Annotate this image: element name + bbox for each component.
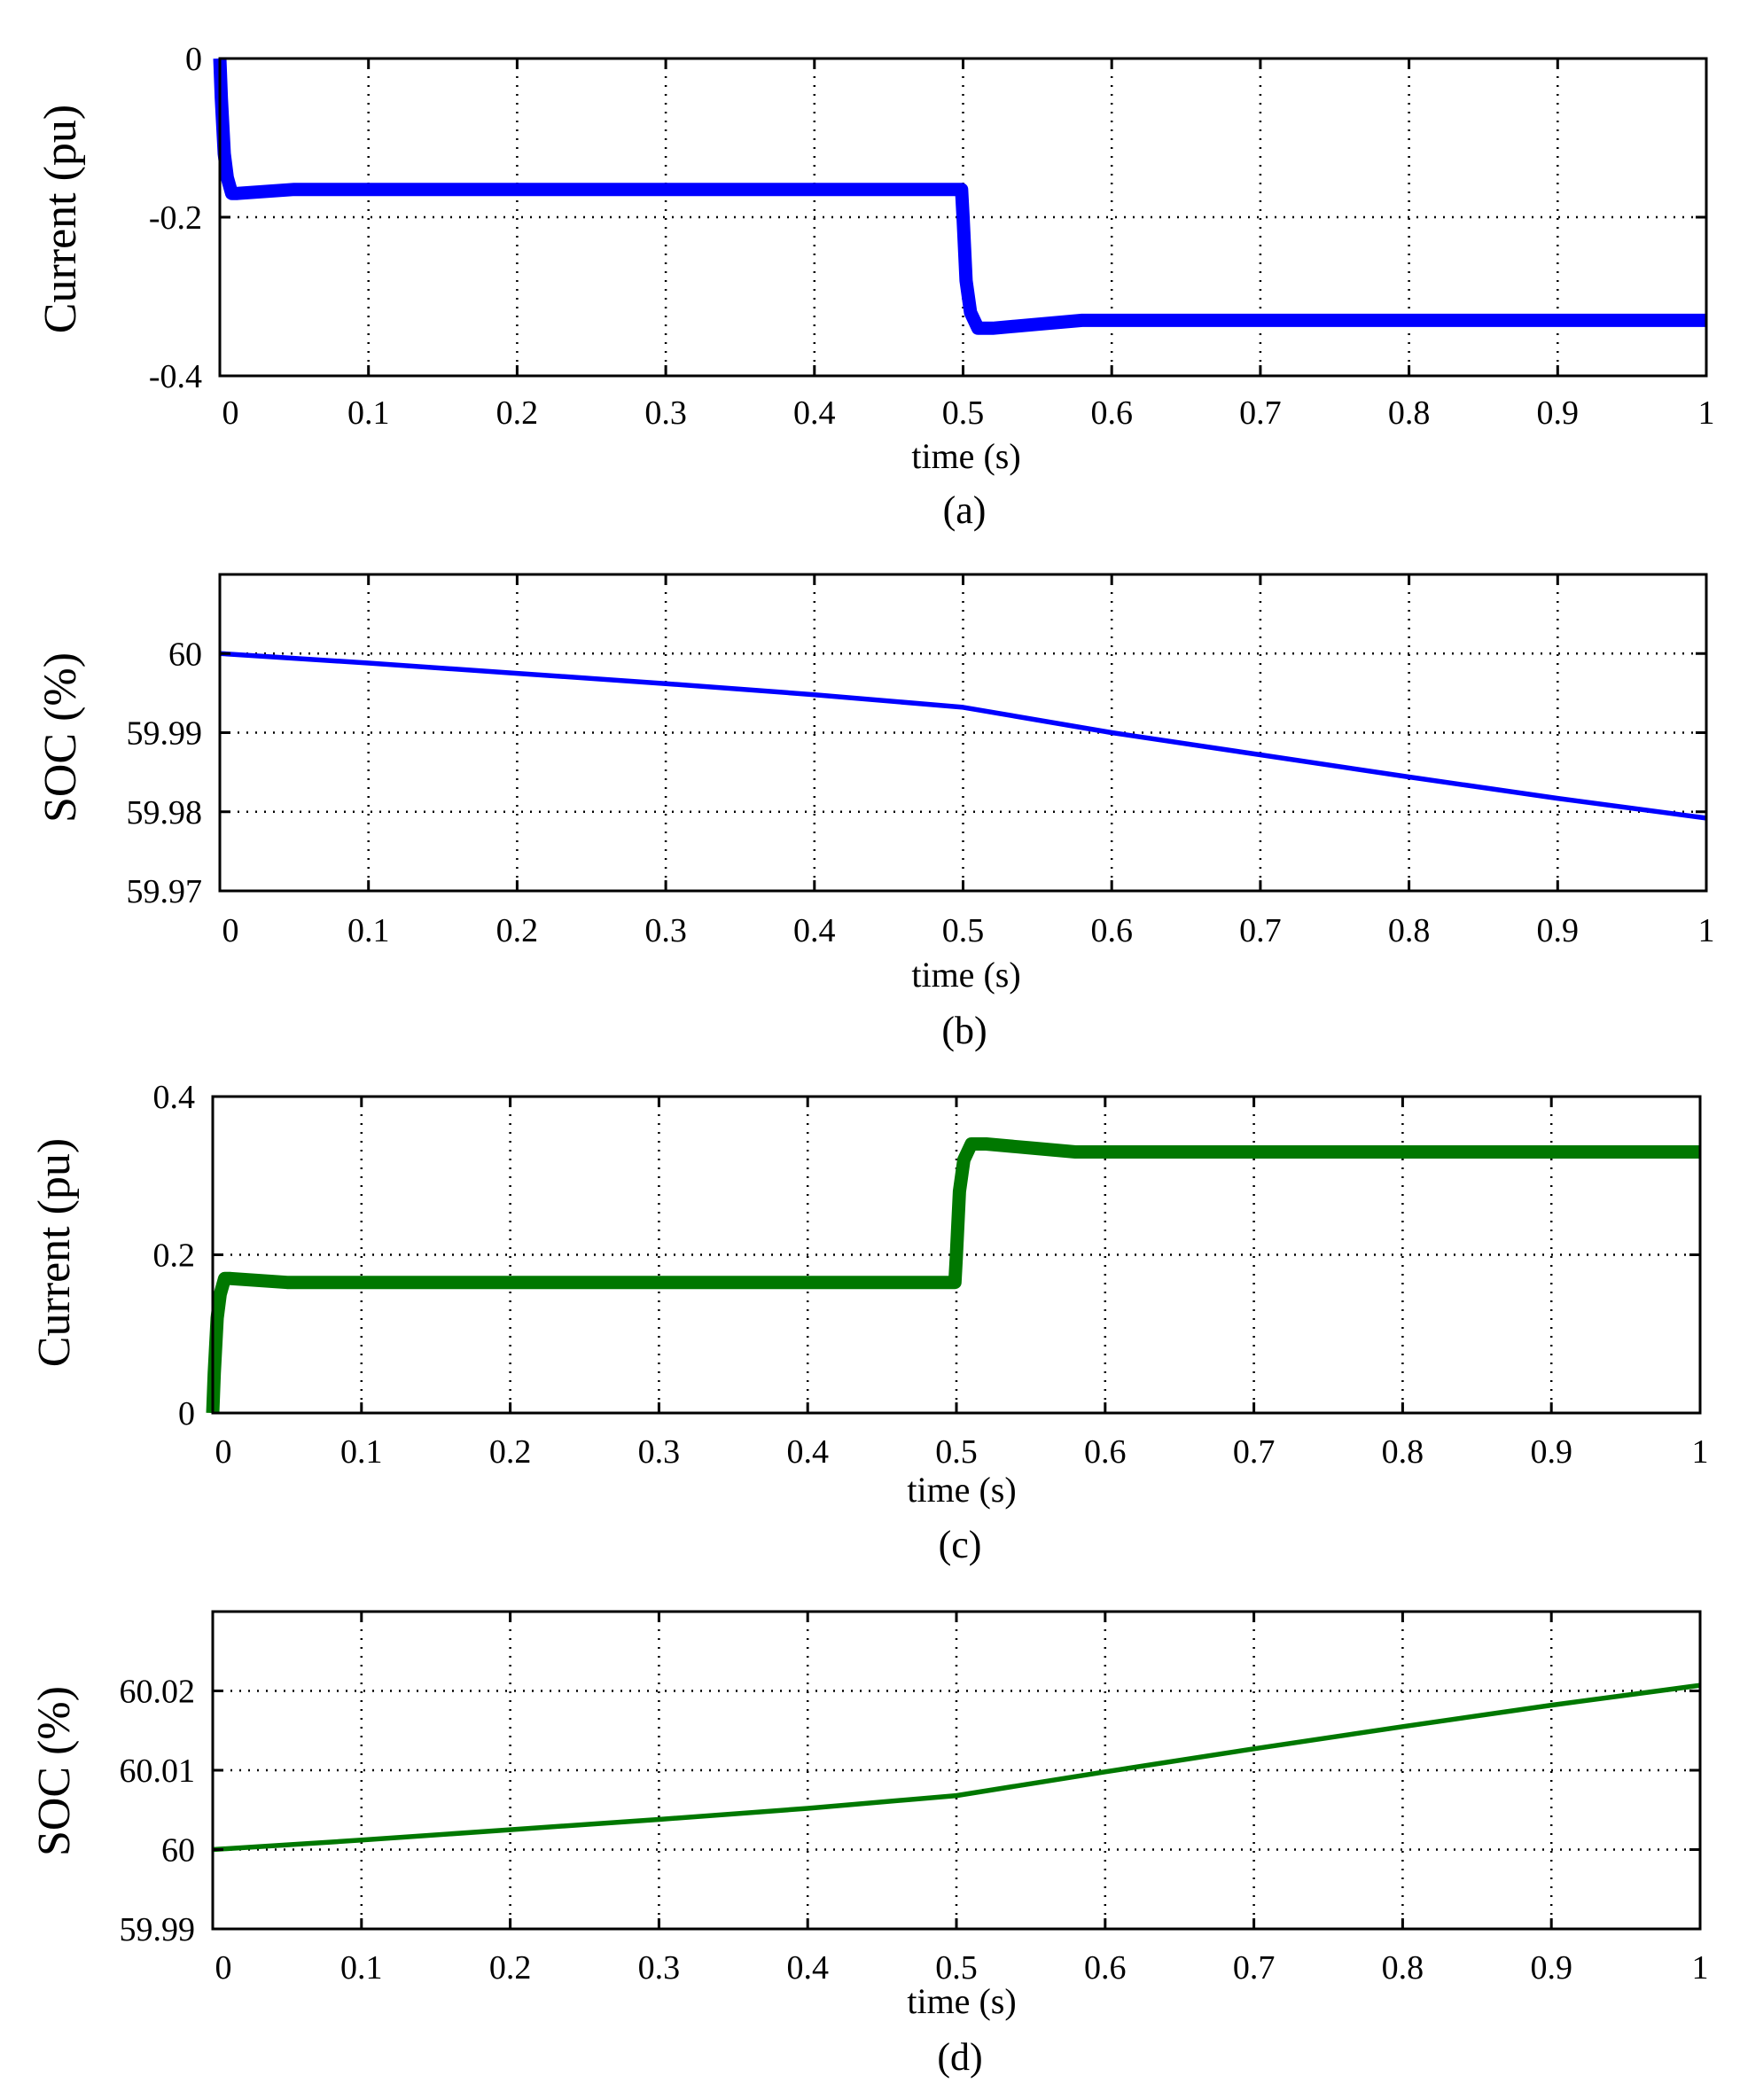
panel-a-xtick-label-6: 0.6 [1090, 394, 1133, 432]
panel-d-xtick-label-5: 0.5 [935, 1949, 978, 1987]
panel-c-caption: (c) [939, 1523, 982, 1566]
panel-d-xtick-label-4: 0.4 [786, 1949, 829, 1987]
panel-a-xlabel: time (s) [911, 436, 1020, 476]
panel-b-xtick-label-8: 0.8 [1388, 912, 1431, 949]
panel-c-xtick-label-5: 0.5 [935, 1433, 978, 1471]
panel-c-ylabel: Current (pu) [29, 1138, 80, 1367]
panel-c-xtick-label-10: 1 [1692, 1433, 1709, 1471]
panel-c: Current (pu) time (s) (c) 0 0.1 0.2 0.3 0.4 0… [29, 1079, 1709, 1566]
panel-b-xtick-label-2: 0.2 [496, 912, 539, 949]
panel-a-series-line-0 [213, 58, 1706, 335]
panel-d-ytick-label-0: 59.99 [120, 1911, 196, 1948]
panel-d-xtick-label-0: 0 [215, 1949, 232, 1987]
panel-d: SOC (%) time (s) (d) 0 0.1 0.2 0.3 0.4 0.5 0.6… [29, 1610, 1709, 2079]
panel-b-caption: (b) [941, 1009, 987, 1052]
panel-c-xtick-label-9: 0.9 [1530, 1433, 1572, 1471]
panel-d-xtick-label-10: 1 [1692, 1949, 1709, 1987]
panel-a-xtick-label-5: 0.5 [942, 394, 985, 432]
panel-a-xtick-label-3: 0.3 [644, 394, 687, 432]
panel-a-xtick-label-1: 0.1 [347, 394, 390, 432]
panel-d-xlabel: time (s) [907, 1981, 1016, 2021]
panel-c-series-line-0 [206, 1137, 1700, 1414]
panel-b-series-line-0 [219, 651, 1707, 821]
panel-c-xtick-label-2: 0.2 [489, 1433, 532, 1471]
panel-d-ytick-label-1: 60 [161, 1832, 195, 1870]
panel-b: SOC (%) time (s) (b) 0 0.1 0.2 0.3 0.4 0.5 0.6… [35, 573, 1715, 1052]
panel-d-ytick-label-2: 60.01 [120, 1753, 196, 1790]
panel-c-xtick-label-3: 0.3 [638, 1433, 681, 1471]
panel-d-ytick-label-3: 60.02 [120, 1674, 196, 1711]
panel-a-xtick-label-2: 0.2 [496, 394, 539, 432]
panel-b-xtick-label-0: 0 [222, 912, 239, 949]
panel-a-caption: (a) [943, 488, 987, 532]
panel-c-xtick-label-4: 0.4 [786, 1433, 829, 1471]
panel-b-ytick-label-1: 59.98 [127, 794, 203, 831]
panel-b-xlabel: time (s) [911, 955, 1020, 995]
panel-b-xtick-label-10: 1 [1698, 912, 1715, 949]
panel-d-caption: (d) [937, 2035, 982, 2079]
panel-d-xtick-label-9: 0.9 [1530, 1949, 1572, 1987]
panel-d-xtick-label-6: 0.6 [1084, 1949, 1127, 1987]
panel-c-xlabel: time (s) [907, 1470, 1016, 1510]
panel-a-xtick-label-0: 0 [222, 394, 239, 432]
panel-a-ylabel: Current (pu) [35, 105, 86, 333]
panel-a-xtick-label-9: 0.9 [1537, 394, 1580, 432]
panel-d-xtick-label-3: 0.3 [638, 1949, 681, 1987]
panel-b-xtick-label-5: 0.5 [942, 912, 985, 949]
panel-b-xtick-label-1: 0.1 [347, 912, 390, 949]
panel-b-xtick-label-9: 0.9 [1537, 912, 1580, 949]
panel-b-ylabel: SOC (%) [35, 652, 86, 823]
panel-a-xtick-label-7: 0.7 [1239, 394, 1282, 432]
panel-b-plot-area [220, 574, 1706, 891]
panel-a-ytick-label-1: -0.2 [149, 199, 202, 237]
panel-d-xtick-label-2: 0.2 [489, 1949, 532, 1987]
panel-c-xtick-label-8: 0.8 [1382, 1433, 1424, 1471]
panel-a-ytick-label-0: -0.4 [149, 358, 202, 395]
panel-a: Current (pu) time (s) (a) 0 0.1 0.2 0.3 0.4 0… [35, 41, 1715, 532]
panel-d-ylabel: SOC (%) [29, 1686, 80, 1856]
panel-b-xtick-label-7: 0.7 [1239, 912, 1282, 949]
panel-a-xtick-label-10: 1 [1698, 394, 1715, 432]
panel-b-xtick-label-6: 0.6 [1090, 912, 1133, 949]
panel-d-xtick-label-7: 0.7 [1233, 1949, 1276, 1987]
panel-c-xtick-label-1: 0.1 [340, 1433, 383, 1471]
panel-b-xtick-label-3: 0.3 [644, 912, 687, 949]
panel-c-xtick-label-6: 0.6 [1084, 1433, 1127, 1471]
panel-a-xtick-label-8: 0.8 [1388, 394, 1431, 432]
panel-d-xtick-label-1: 0.1 [340, 1949, 383, 1987]
panel-c-xtick-label-0: 0 [215, 1433, 232, 1471]
panel-c-xtick-label-7: 0.7 [1233, 1433, 1276, 1471]
panel-c-ytick-label-2: 0.4 [153, 1079, 196, 1116]
panel-b-ytick-label-3: 60 [168, 636, 202, 673]
panel-b-ytick-label-2: 59.99 [127, 715, 203, 753]
panel-b-ytick-label-0: 59.97 [127, 873, 203, 910]
panel-d-series-line-0 [212, 1682, 1701, 1853]
panel-d-xtick-label-8: 0.8 [1382, 1949, 1424, 1987]
panel-c-ytick-label-0: 0 [178, 1395, 195, 1433]
panel-b-xtick-label-4: 0.4 [793, 912, 836, 949]
panel-a-xtick-label-4: 0.4 [793, 394, 836, 432]
panel-d-plot-area [213, 1612, 1700, 1929]
panel-a-ytick-label-2: 0 [185, 41, 202, 78]
panel-c-ytick-label-1: 0.2 [153, 1237, 196, 1275]
